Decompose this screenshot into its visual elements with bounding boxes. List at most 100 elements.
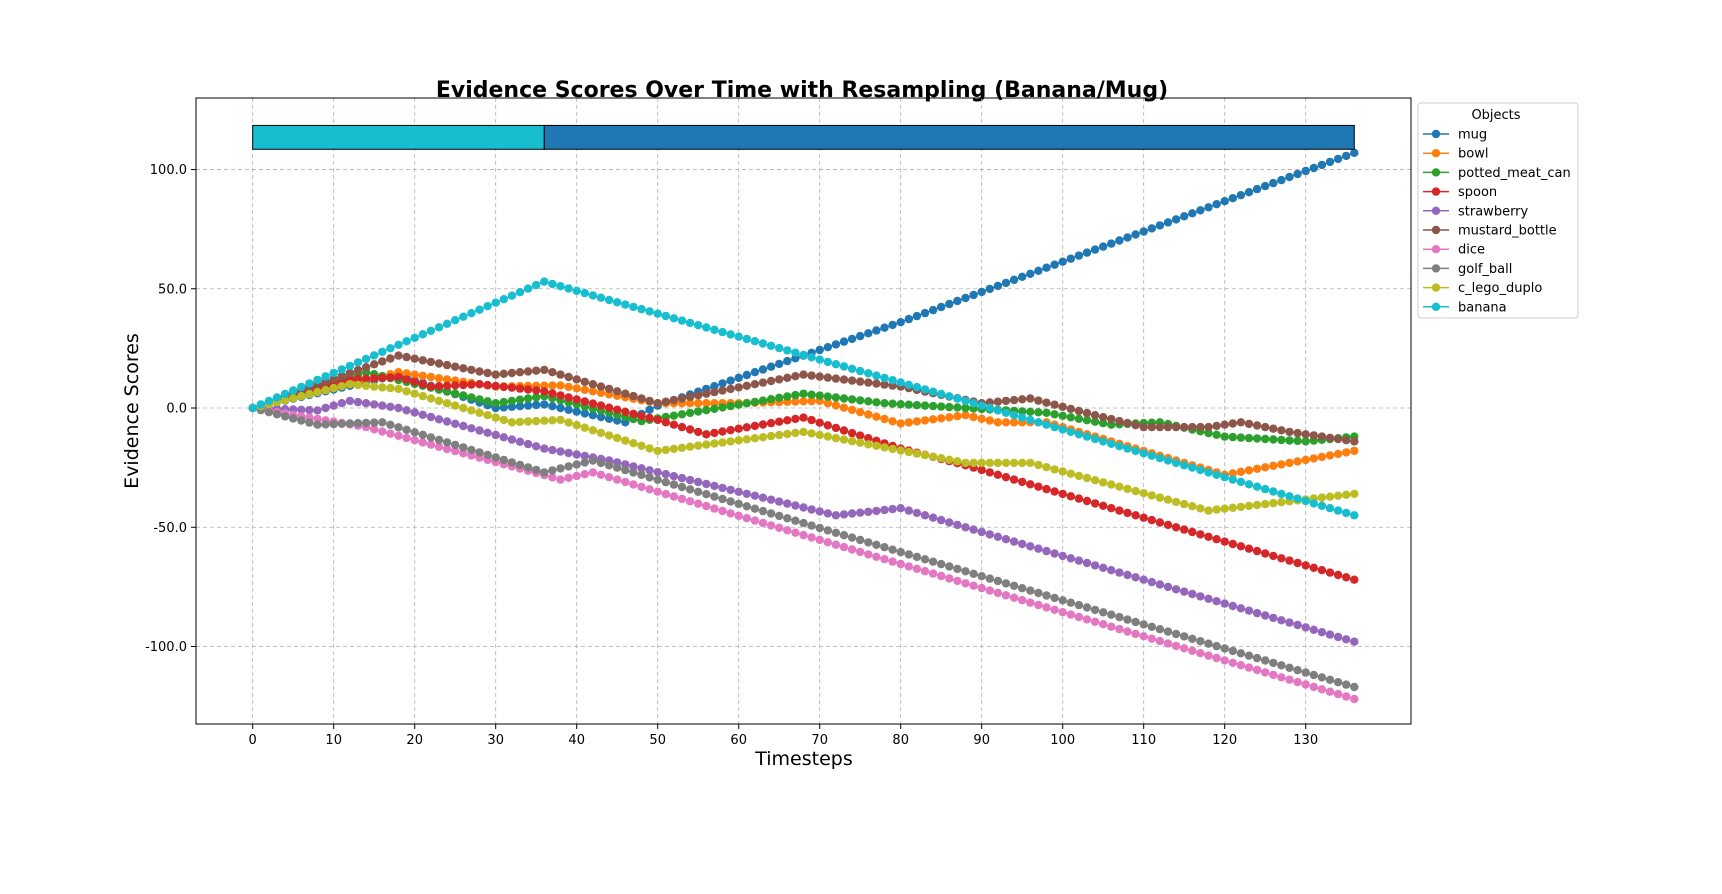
point-golf_ball [434, 435, 444, 445]
point-golf_ball [856, 535, 865, 545]
point-c_lego_duplo [1171, 497, 1181, 507]
point-mug [718, 379, 727, 388]
point-banana [532, 280, 541, 290]
point-bowl [434, 374, 444, 383]
point-bowl [1317, 452, 1327, 462]
point-mug [1277, 175, 1286, 185]
x-tick-label: 30 [487, 733, 504, 748]
point-c_lego_duplo [807, 429, 816, 438]
point-spoon [1196, 530, 1205, 539]
point-strawberry [1139, 575, 1148, 584]
point-c_lego_duplo [613, 433, 622, 443]
point-potted_meat_can [523, 394, 533, 403]
point-spoon [856, 431, 865, 440]
point-spoon [1228, 539, 1238, 549]
point-banana [1293, 494, 1302, 503]
point-mug [1115, 236, 1124, 245]
point-potted_meat_can [823, 392, 832, 401]
point-banana [945, 392, 954, 401]
point-golf_ball [823, 526, 832, 535]
point-spoon [1034, 482, 1043, 491]
point-mustard_bottle [1293, 428, 1302, 438]
point-c_lego_duplo [661, 445, 670, 455]
point-strawberry [451, 419, 460, 428]
point-potted_meat_can [1090, 417, 1100, 426]
point-c_lego_duplo [548, 416, 557, 425]
point-mug [1350, 148, 1359, 157]
point-dice [604, 473, 614, 482]
point-mustard_bottle [1082, 408, 1092, 418]
point-spoon [540, 387, 549, 396]
point-banana [856, 366, 865, 376]
point-banana [548, 279, 557, 289]
point-dice [726, 509, 735, 518]
point-golf_ball [1139, 620, 1148, 629]
point-strawberry [418, 410, 427, 419]
point-dice [386, 429, 395, 438]
point-strawberry [540, 444, 549, 453]
point-c_lego_duplo [378, 383, 387, 392]
point-banana [637, 304, 646, 314]
point-mug [945, 299, 954, 309]
point-spoon [831, 423, 841, 433]
point-banana [1252, 482, 1262, 491]
point-dice [1018, 595, 1027, 605]
point-banana [718, 327, 727, 337]
point-spoon [1252, 546, 1262, 556]
point-strawberry [402, 406, 411, 415]
point-bowl [1325, 451, 1335, 460]
point-banana [831, 360, 841, 369]
point-dice [807, 533, 816, 542]
point-bowl [402, 369, 411, 378]
point-mustard_bottle [880, 380, 889, 389]
point-mustard_bottle [1180, 422, 1189, 432]
point-c_lego_duplo [1009, 458, 1019, 468]
point-mustard_bottle [1131, 420, 1140, 430]
point-mustard_bottle [1066, 404, 1076, 414]
point-golf_ball [1009, 581, 1019, 590]
point-bowl [556, 381, 565, 390]
point-spoon [1147, 515, 1157, 525]
point-golf_ball [726, 497, 735, 506]
point-strawberry [378, 401, 387, 410]
point-potted_meat_can [491, 399, 500, 408]
point-golf_ball [880, 543, 889, 552]
point-golf_ball [1163, 627, 1173, 636]
point-mug [969, 290, 978, 300]
point-golf_ball [1309, 670, 1319, 680]
point-bowl [896, 419, 905, 428]
point-strawberry [839, 510, 849, 519]
point-banana [953, 394, 962, 403]
point-c_lego_duplo [1342, 490, 1351, 499]
point-dice [451, 446, 460, 456]
point-banana [523, 284, 533, 293]
point-golf_ball [1026, 586, 1035, 595]
point-bowl [928, 415, 938, 424]
point-spoon [677, 422, 687, 432]
point-c_lego_duplo [289, 393, 298, 403]
point-potted_meat_can [758, 396, 768, 405]
point-c_lego_duplo [483, 411, 492, 420]
point-dice [653, 487, 662, 496]
point-golf_ball [604, 461, 614, 470]
point-golf_ball [985, 574, 994, 583]
point-c_lego_duplo [532, 416, 541, 426]
point-banana [410, 333, 419, 342]
point-golf_ball [1115, 612, 1124, 622]
point-mug [920, 308, 930, 318]
point-strawberry [1317, 628, 1327, 637]
point-c_lego_duplo [1034, 460, 1043, 470]
point-bowl [1228, 469, 1238, 478]
point-c_lego_duplo [928, 452, 938, 461]
point-golf_ball [815, 523, 824, 533]
point-mustard_bottle [483, 368, 492, 378]
point-c_lego_duplo [451, 401, 460, 410]
point-dice [564, 473, 573, 482]
point-potted_meat_can [1261, 434, 1270, 444]
point-banana [394, 340, 403, 349]
point-banana [564, 284, 573, 293]
point-potted_meat_can [1269, 435, 1278, 444]
point-mustard_bottle [337, 371, 346, 381]
point-banana [969, 399, 978, 408]
chart-title: Evidence Scores Over Time with Resamplin… [436, 78, 1168, 103]
